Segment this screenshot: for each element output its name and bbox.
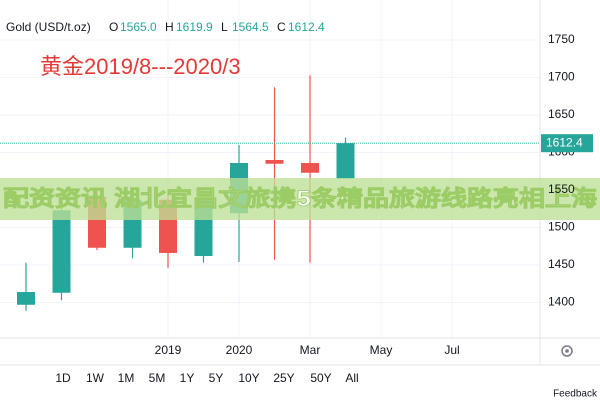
y-tick-label: 1400 xyxy=(548,295,575,309)
x-tick-label: Mar xyxy=(300,343,321,357)
range-button[interactable]: 5Y xyxy=(209,371,224,385)
settings-icon[interactable] xyxy=(561,345,573,357)
x-tick-label: 2020 xyxy=(226,343,253,357)
last-price-label: 1612.4 xyxy=(546,135,583,149)
banner-text: 配资资讯 湖北宜昌文旅携5条精品旅游线路亮相上海 xyxy=(3,186,597,211)
y-tick-label: 1700 xyxy=(548,70,575,84)
range-button[interactable]: 10Y xyxy=(238,371,259,385)
y-tick-label: 1500 xyxy=(548,220,575,234)
candle-body xyxy=(336,143,355,179)
x-tick-label: May xyxy=(370,343,393,357)
x-tick-label: 2019 xyxy=(155,343,182,357)
x-tick-label: Jul xyxy=(444,343,459,357)
range-button[interactable]: 50Y xyxy=(310,371,331,385)
candle-body xyxy=(265,159,284,164)
ohlc-value: 1564.5 xyxy=(232,20,269,34)
candle-body xyxy=(301,162,319,173)
settings-icon-ring[interactable] xyxy=(561,345,573,357)
range-button[interactable]: All xyxy=(345,371,358,385)
ohlc-key: L xyxy=(221,20,228,34)
y-tick-label: 1450 xyxy=(548,257,575,271)
y-tick-label: 1750 xyxy=(548,32,575,46)
candle-body xyxy=(17,292,35,305)
settings-icon-center[interactable] xyxy=(565,349,569,353)
ohlc-value: 1612.4 xyxy=(288,20,325,34)
range-button[interactable]: 1W xyxy=(86,371,105,385)
range-button[interactable]: 1Y xyxy=(180,371,195,385)
ohlc-key: C xyxy=(277,20,286,34)
candle-body xyxy=(52,210,71,293)
range-button[interactable]: 1D xyxy=(55,371,71,385)
symbol-title: Gold (USD/t.oz) xyxy=(6,20,91,34)
ohlc-key: O xyxy=(109,20,118,34)
range-button[interactable]: 5M xyxy=(149,371,166,385)
range-button[interactable]: 25Y xyxy=(273,371,294,385)
ohlc-value: 1619.9 xyxy=(176,20,213,34)
ohlc-key: H xyxy=(165,20,174,34)
ohlc-value: 1565.0 xyxy=(120,20,157,34)
feedback-link[interactable]: Feedback xyxy=(553,389,598,400)
y-tick-label: 1650 xyxy=(548,107,575,121)
last-price-tag xyxy=(541,134,593,153)
y-tick-label: 1550 xyxy=(548,182,575,196)
range-button[interactable]: 1M xyxy=(118,371,135,385)
annotation: 黄金2019/8---2020/3 xyxy=(40,54,241,79)
banner-band xyxy=(0,178,600,220)
